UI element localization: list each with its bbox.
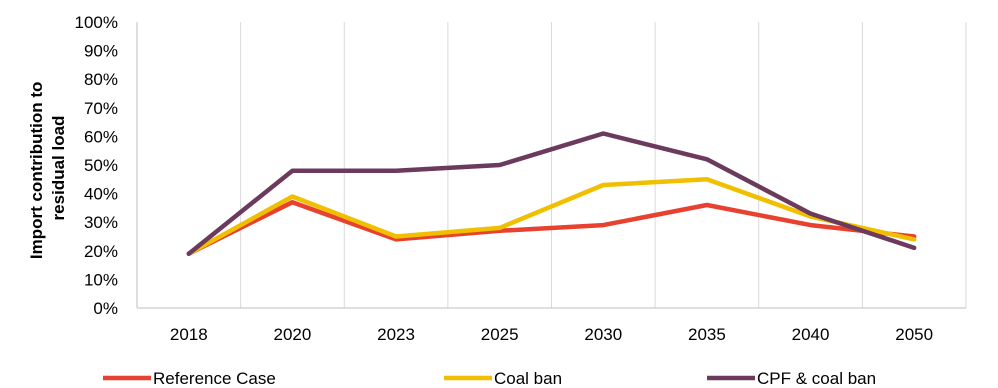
x-tick-label: 2040 bbox=[792, 325, 830, 344]
axes bbox=[136, 22, 966, 309]
y-tick-label: 60% bbox=[84, 127, 118, 146]
x-tick-label: 2030 bbox=[584, 325, 622, 344]
legend-label: Coal ban bbox=[494, 369, 562, 388]
legend-label: CPF & coal ban bbox=[757, 369, 876, 388]
series-line-cpf-coal-ban bbox=[186, 131, 917, 256]
y-tick-label: 90% bbox=[84, 42, 118, 61]
y-tick-labels: 0% 10% 20% 30% 40% 50% 60% 70% 80% 90% 100% bbox=[75, 13, 118, 318]
y-tick-label: 70% bbox=[84, 99, 118, 118]
y-axis-title: Import contribution to residual load bbox=[27, 77, 68, 259]
x-tick-label: 2018 bbox=[170, 325, 208, 344]
x-tick-label: 2035 bbox=[688, 325, 726, 344]
y-tick-label: 30% bbox=[84, 213, 118, 232]
x-tick-label: 2023 bbox=[377, 325, 415, 344]
series-line-reference-case bbox=[186, 199, 917, 256]
x-tick-labels: 2018 2020 2023 2025 2030 2035 2040 2050 bbox=[170, 325, 933, 344]
y-tick-label: 40% bbox=[84, 185, 118, 204]
series-line-coal-ban bbox=[186, 177, 917, 256]
y-tick-label: 0% bbox=[93, 299, 118, 318]
y-tick-label: 20% bbox=[84, 242, 118, 261]
y-tick-label: 10% bbox=[84, 270, 118, 289]
x-tick-label: 2050 bbox=[895, 325, 933, 344]
y-tick-label: 100% bbox=[75, 13, 118, 32]
y-tick-label: 50% bbox=[84, 156, 118, 175]
x-tick-label: 2025 bbox=[481, 325, 519, 344]
y-tick-label: 80% bbox=[84, 70, 118, 89]
legend: Reference Case Coal ban CPF & coal ban bbox=[103, 369, 876, 388]
vertical-gridlines bbox=[240, 22, 967, 308]
series-lines bbox=[186, 131, 917, 256]
legend-label: Reference Case bbox=[153, 369, 276, 388]
x-tick-label: 2020 bbox=[274, 325, 312, 344]
y-axis-title-line-2: residual load bbox=[49, 116, 68, 221]
y-axis-title-line-1: Import contribution to bbox=[27, 82, 46, 260]
